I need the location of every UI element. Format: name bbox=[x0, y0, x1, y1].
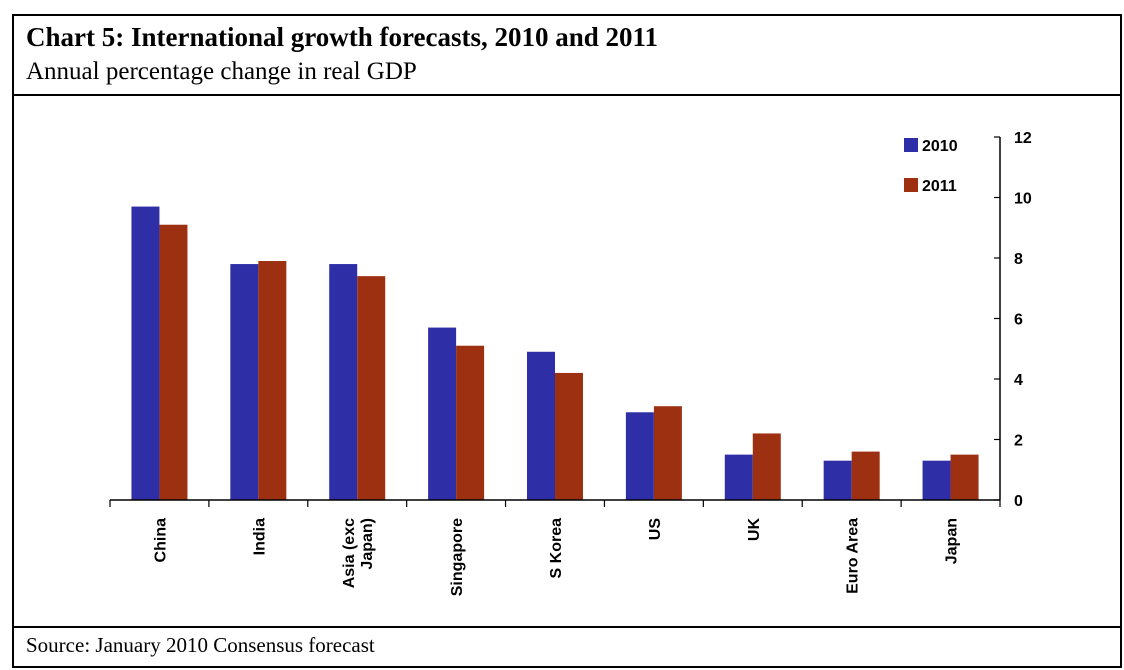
bar-2011 bbox=[555, 372, 583, 500]
y-tick-label: 4 bbox=[1014, 372, 1023, 389]
legend-label-2010: 2010 bbox=[922, 138, 958, 155]
bar-2010 bbox=[625, 412, 654, 500]
y-tick-label: 8 bbox=[1014, 251, 1023, 268]
category-label: Euro Area bbox=[845, 518, 862, 594]
bar-2011 bbox=[159, 224, 188, 500]
chart-header: Chart 5: International growth forecasts,… bbox=[14, 16, 1120, 96]
bar-2010 bbox=[724, 454, 753, 500]
bar-2010 bbox=[527, 351, 555, 500]
y-tick-label: 2 bbox=[1014, 433, 1023, 450]
category-label: UK bbox=[746, 518, 763, 542]
bar-2010 bbox=[131, 206, 160, 500]
category-label: China bbox=[152, 518, 169, 563]
bar-2011 bbox=[851, 451, 880, 500]
y-tick-label: 0 bbox=[1014, 493, 1023, 510]
source-note: Source: January 2010 Consensus forecast bbox=[26, 633, 375, 657]
bar-2010 bbox=[230, 264, 259, 500]
category-label: Japan) bbox=[359, 518, 376, 570]
legend-swatch-2010 bbox=[904, 138, 918, 152]
bar-2011 bbox=[258, 261, 287, 500]
bar-2010 bbox=[823, 460, 852, 500]
y-tick-label: 6 bbox=[1014, 312, 1023, 329]
category-label: Singapore bbox=[449, 518, 466, 596]
bar-chart: China India Asia (exc Japan) Singapore S Kore… bbox=[109, 130, 1032, 596]
bar-2011 bbox=[653, 406, 682, 500]
y-tick-label: 12 bbox=[1014, 130, 1032, 147]
plot-area: China India Asia (exc Japan) Singapore S Kore… bbox=[14, 96, 1120, 626]
legend-label-2011: 2011 bbox=[922, 178, 957, 195]
category-label: Japan bbox=[944, 518, 961, 564]
category-label: Asia (exc bbox=[341, 518, 358, 588]
bar-2010 bbox=[329, 264, 358, 500]
bar-2011 bbox=[950, 454, 979, 500]
chart-subtitle: Annual percentage change in real GDP bbox=[26, 58, 417, 85]
bar-2011 bbox=[357, 276, 386, 500]
chart-footer: Source: January 2010 Consensus forecast bbox=[14, 626, 1120, 666]
category-label: US bbox=[647, 518, 664, 541]
bar-2010 bbox=[428, 327, 457, 500]
chart-title: Chart 5: International growth forecasts,… bbox=[26, 22, 658, 52]
category-label: S Korea bbox=[548, 518, 565, 579]
legend-swatch-2011 bbox=[904, 178, 918, 192]
chart-frame: Chart 5: International growth forecasts,… bbox=[12, 14, 1122, 668]
bar-2011 bbox=[752, 433, 781, 500]
bar-2011 bbox=[456, 345, 485, 500]
bar-2010 bbox=[922, 460, 951, 500]
y-tick-label: 10 bbox=[1014, 191, 1032, 208]
category-label: India bbox=[251, 518, 268, 555]
